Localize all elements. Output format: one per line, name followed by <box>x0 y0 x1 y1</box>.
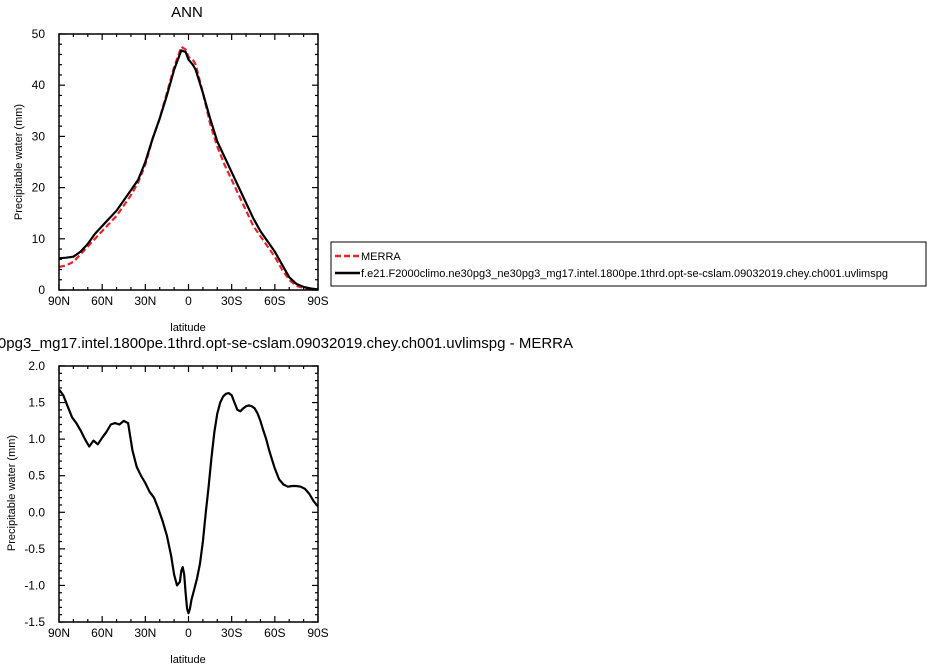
chart-top-xlabel: latitude <box>170 322 205 334</box>
chart-1-ytick-label: 2.0 <box>28 359 45 373</box>
chart-bottom-plot-area: 90N 60N 30N 0 30S 60S 90S -1.5 -1.0 -0.5 0.0 0.5 1.0… <box>24 359 328 640</box>
chart-1-xtick-label: 60N <box>91 626 113 640</box>
legend: MERRA f.e21.F2000climo.ne30pg3_ne30pg3_m… <box>330 241 927 287</box>
chart-0-ytick-label: 50 <box>32 27 46 41</box>
chart-0-ytick-label: 10 <box>32 232 46 246</box>
chart-0-series-line-0 <box>58 45 319 291</box>
chart-1-xtick-label: 90S <box>307 626 328 640</box>
chart-0-ytick-label: 0 <box>38 283 45 297</box>
chart-top-ylabel: Precipitable water (mm) <box>13 104 25 220</box>
chart-0-xtick-label: 0 <box>185 294 192 308</box>
chart-1-ytick-label: 0.5 <box>28 469 45 483</box>
chart-0-ytick-label: 40 <box>32 78 46 92</box>
chart-0-ytick-label: 20 <box>32 181 46 195</box>
chart-1-xtick-label: 90N <box>48 626 70 640</box>
chart-0-xtick-label: 90N <box>48 294 70 308</box>
chart-0-xtick-label: 30S <box>221 294 242 308</box>
chart-1-ytick-label: 1.0 <box>28 432 45 446</box>
chart-0-xtick-label: 30N <box>134 294 156 308</box>
chart-1-ytick-label: -0.5 <box>24 542 45 556</box>
legend-box <box>330 241 927 287</box>
chart-1-xtick-label: 30S <box>221 626 242 640</box>
chart-top-plot-area: 90N 60N 30N 0 30S 60S 90S 0 10 20 30 40 50 <box>32 27 329 308</box>
chart-1-xtick-label: 0 <box>185 626 192 640</box>
chart-1-series-line-0 <box>58 388 319 615</box>
chart-0-xtick-label: 90S <box>307 294 328 308</box>
chart-1-xtick-label: 60S <box>264 626 285 640</box>
chart-bottom-title: f.e21.F2000climo.ne30pg3_ne30pg3_mg17.in… <box>0 335 573 352</box>
chart-1-ytick-label: -1.0 <box>24 578 45 592</box>
chart-1-ytick-label: 1.5 <box>28 396 45 410</box>
chart-1-ytick-label: 0.0 <box>28 505 45 519</box>
chart-bottom-xlabel: latitude <box>170 654 205 666</box>
chart-1-xtick-label: 30N <box>134 626 156 640</box>
legend-label-merra: MERRA <box>361 251 401 263</box>
chart-0-xtick-label: 60S <box>264 294 285 308</box>
chart-0-ytick-label: 30 <box>32 129 46 143</box>
chart-top: ANN 90N 60N 30N 0 30S 60S 90S 0 10 20 30 40 50 latit… <box>13 4 927 334</box>
chart-0-xtick-label: 60N <box>91 294 113 308</box>
chart-1-frame <box>58 365 319 623</box>
chart-top-title: ANN <box>171 4 203 21</box>
chart-0-frame <box>58 33 319 291</box>
chart-bottom: f.e21.F2000climo.ne30pg3_ne30pg3_mg17.in… <box>0 335 573 666</box>
legend-label-model: f.e21.F2000climo.ne30pg3_ne30pg3_mg17.in… <box>361 268 888 280</box>
chart-0-series-line-1 <box>58 49 319 291</box>
chart-1-ytick-label: -1.5 <box>24 615 45 629</box>
chart-bottom-ylabel: Precipitable water (mm) <box>6 435 18 551</box>
